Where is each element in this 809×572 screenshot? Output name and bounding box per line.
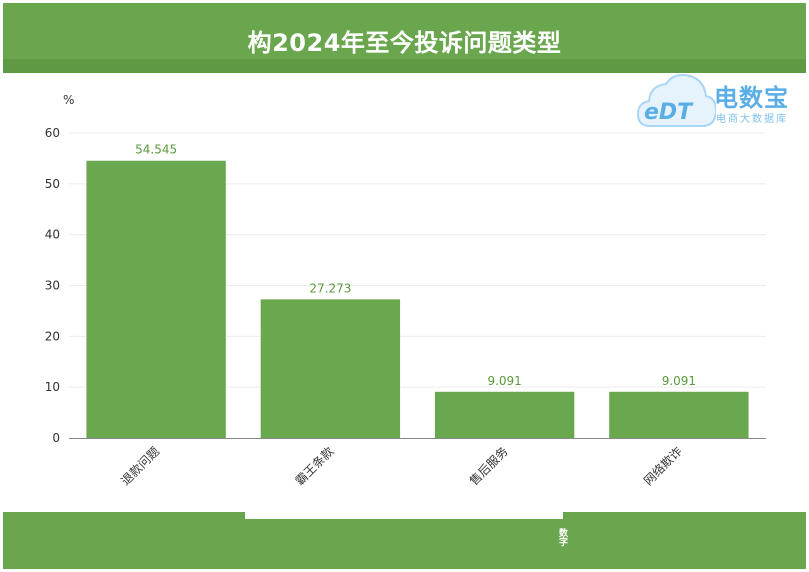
y-tick-label: 40 — [45, 228, 60, 242]
x-tick-label: 退款问题 — [118, 444, 162, 488]
y-tick-label: 60 — [45, 126, 60, 140]
bar — [434, 391, 575, 438]
bar — [609, 391, 749, 438]
bar-value-label: 27.273 — [309, 281, 351, 295]
bar — [260, 299, 401, 438]
y-tick-label: 30 — [45, 279, 60, 293]
bar-value-label: 9.091 — [487, 374, 521, 388]
chart-title: 构2024年至今投诉问题类型 — [247, 29, 562, 57]
bar-value-label: 9.091 — [662, 374, 696, 388]
watermark-logo: eDT 电数宝 电商大数据库 — [636, 70, 801, 134]
watermark-subtitle: 电商大数据库 — [716, 114, 788, 125]
footer-text: 数字 — [557, 528, 567, 546]
title-bar-shadow — [3, 59, 806, 73]
x-tick-label: 霸王条款 — [293, 444, 337, 488]
x-tick-label: 网络欺诈 — [640, 444, 685, 489]
bar — [86, 160, 226, 438]
y-tick-label: 0 — [52, 431, 60, 445]
y-tick-label: 20 — [45, 329, 60, 343]
x-tick-label: 售后服务 — [466, 444, 511, 489]
y-axis-label: % — [63, 93, 74, 107]
title-bar: 构2024年至今投诉问题类型 — [3, 3, 806, 73]
bar-value-label: 54.545 — [135, 143, 177, 157]
footer-bar — [3, 512, 806, 569]
y-tick-label: 10 — [45, 380, 60, 394]
watermark-name: 电数宝 — [714, 84, 789, 112]
watermark-logo-text: eDT — [644, 100, 694, 125]
y-tick-label: 50 — [45, 177, 60, 191]
footer-notch — [245, 512, 563, 519]
